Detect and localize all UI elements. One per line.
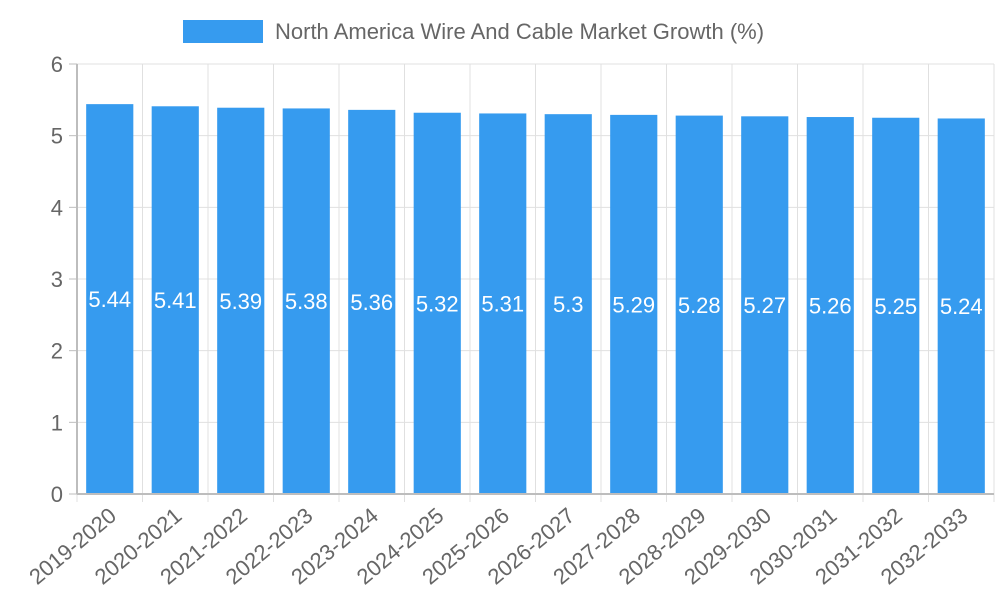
bars	[86, 104, 985, 495]
bar-2020-2021[interactable]	[151, 106, 199, 495]
data-label-2029-2030: 5.27	[743, 293, 786, 318]
data-labels: 5.44 5.41 5.39 5.38 5.36 5.32 5.31 5.3 5.29 5.28 5…	[88, 287, 982, 319]
bar-2029-2030[interactable]	[741, 116, 789, 495]
data-label-2030-2031: 5.26	[809, 294, 852, 319]
y-tick-label: 1	[51, 410, 63, 435]
legend-label: North America Wire And Cable Market Grow…	[275, 19, 764, 44]
data-label-2022-2023: 5.38	[285, 289, 328, 314]
data-label-2032-2033: 5.24	[940, 294, 983, 319]
data-label-2026-2027: 5.3	[553, 292, 584, 317]
data-label-2020-2021: 5.41	[154, 288, 197, 313]
y-tick-label: 5	[51, 124, 63, 149]
bar-2025-2026[interactable]	[479, 113, 527, 494]
y-tick-label: 0	[51, 482, 63, 507]
bar-2031-2032[interactable]	[872, 117, 920, 494]
gridlines	[76, 63, 995, 502]
data-label-2023-2024: 5.36	[350, 290, 393, 315]
data-label-2028-2029: 5.28	[678, 293, 721, 318]
bar-2027-2028[interactable]	[610, 114, 658, 494]
y-tick-label: 2	[51, 339, 63, 364]
legend[interactable]: North America Wire And Cable Market Grow…	[183, 19, 764, 44]
bar-2022-2023[interactable]	[282, 108, 330, 494]
y-tick-label: 3	[51, 267, 63, 292]
data-label-2027-2028: 5.29	[612, 292, 655, 317]
legend-swatch	[183, 20, 263, 43]
data-label-2019-2020: 5.44	[88, 287, 131, 312]
y-tick-label: 6	[51, 52, 63, 77]
bar-2028-2029[interactable]	[675, 115, 723, 494]
data-label-2021-2022: 5.39	[219, 289, 262, 314]
bar-2019-2020[interactable]	[86, 104, 134, 494]
bar-2023-2024[interactable]	[348, 109, 396, 494]
data-label-2024-2025: 5.32	[416, 291, 459, 316]
bar-2030-2031[interactable]	[806, 117, 854, 495]
bar-2026-2027[interactable]	[544, 114, 592, 495]
data-label-2025-2026: 5.31	[481, 292, 524, 317]
data-label-2031-2032: 5.25	[874, 294, 917, 319]
y-tick-label: 4	[51, 195, 63, 220]
bar-2021-2022[interactable]	[217, 107, 265, 494]
bar-2032-2033[interactable]	[937, 118, 985, 494]
bar-2024-2025[interactable]	[413, 112, 461, 494]
